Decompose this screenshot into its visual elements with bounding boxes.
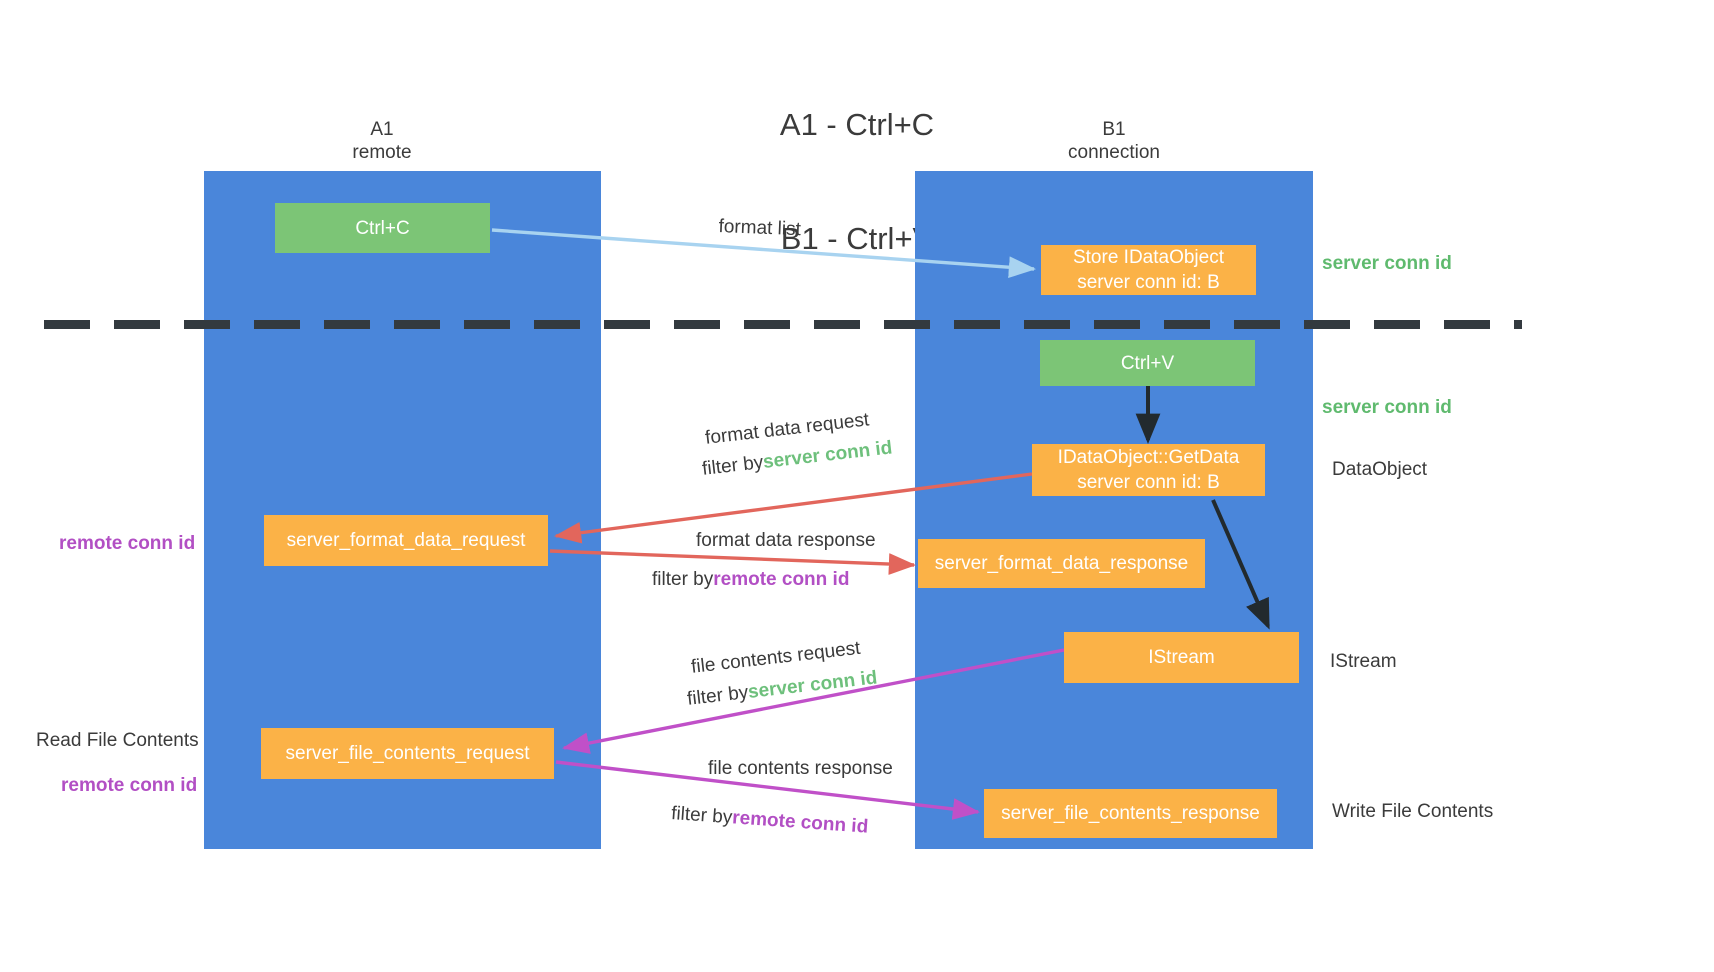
filter-key-server-conn-id: server conn id (761, 437, 894, 473)
node-server-format-data-response[interactable]: server_format_data_response (918, 539, 1205, 588)
annotation-write-file-contents: Write File Contents (1332, 801, 1494, 822)
column-header-b1-role: connection (1068, 142, 1160, 163)
column-header-b1: B1 connection (1014, 118, 1214, 164)
edge-label-file-contents-response-text: file contents response (708, 758, 893, 779)
annotation-read-file-contents: Read File Contents (36, 730, 199, 751)
filter-prefix: filter by (701, 452, 765, 480)
node-server-file-contents-response[interactable]: server_file_contents_response (984, 789, 1277, 838)
node-istream[interactable]: IStream (1064, 632, 1299, 683)
annotation-remote-conn-id-top: remote conn id (59, 533, 196, 554)
edge-label-format-list: format list (718, 215, 801, 242)
node-ctrl-v[interactable]: Ctrl+V (1040, 340, 1255, 386)
filter-prefix: filter by (686, 682, 750, 710)
annotation-server-conn-id-mid: server conn id (1322, 397, 1452, 418)
edge-label-format-data-response-filter: filter byremote conn id (652, 568, 849, 592)
annotation-server-conn-id-top: server conn id (1322, 253, 1452, 274)
node-ctrl-c[interactable]: Ctrl+C (275, 203, 490, 253)
filter-key-remote-conn-id: remote conn id (713, 569, 850, 590)
filter-key-remote-conn-id: remote conn id (731, 807, 869, 838)
column-header-b1-name: B1 (1102, 119, 1126, 140)
edge-label-format-data-response: format data response (696, 529, 876, 553)
edge-label-file-contents-response: file contents response (708, 757, 893, 781)
annotation-istream: IStream (1330, 651, 1397, 672)
annotation-dataobject: DataObject (1332, 459, 1428, 480)
phase-divider (44, 320, 1522, 329)
node-idataobject-getdata[interactable]: IDataObject::GetData server conn id: B (1032, 444, 1265, 496)
filter-prefix: filter by (652, 569, 714, 590)
column-header-a1-name: A1 (370, 119, 394, 140)
column-header-a1: A1 remote (282, 118, 482, 164)
edge-label-format-data-response-text: format data response (696, 530, 876, 551)
node-server-file-contents-request[interactable]: server_file_contents_request (261, 728, 554, 779)
title-line-1: A1 - Ctrl+C (779, 107, 935, 142)
edge-format-data-response (549, 549, 917, 575)
edge-label-format-list-text: format list (718, 215, 802, 241)
filter-prefix: filter by (670, 802, 734, 829)
edge-label-file-contents-response-filter: filter byremote conn id (670, 802, 869, 840)
node-server-format-data-request[interactable]: server_format_data_request (264, 515, 548, 566)
column-header-a1-role: remote (352, 142, 412, 163)
filter-key-server-conn-id: server conn id (746, 667, 879, 703)
annotation-remote-conn-id-bottom: remote conn id (61, 775, 198, 796)
node-store-idataobject[interactable]: Store IDataObject server conn id: B (1041, 245, 1256, 295)
